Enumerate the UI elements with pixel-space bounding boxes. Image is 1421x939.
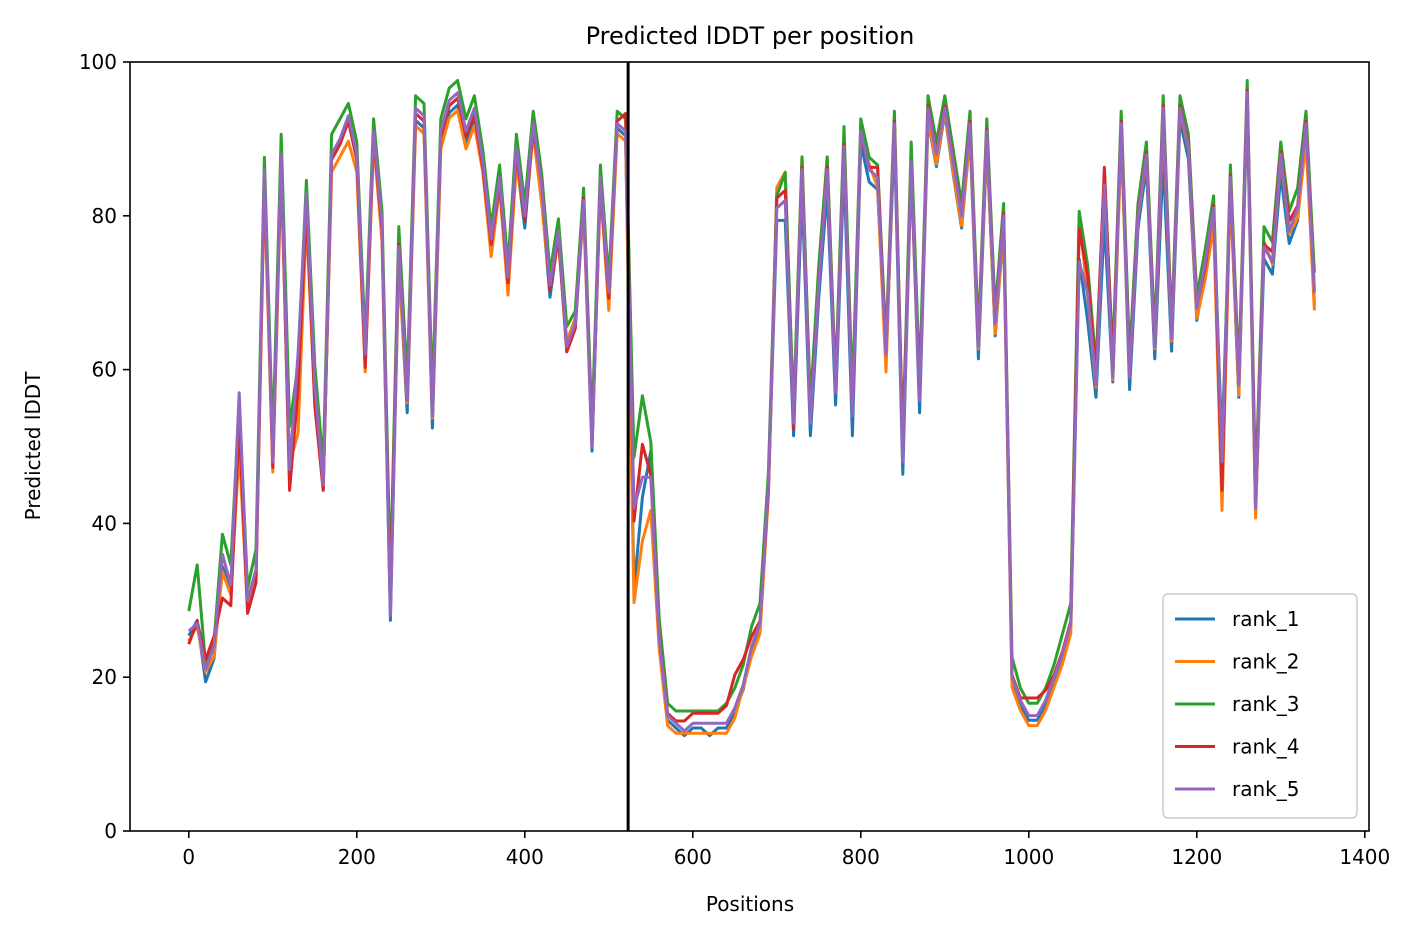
- legend-label-rank-4: rank_4: [1232, 735, 1299, 759]
- y-tick-label: 60: [92, 358, 117, 382]
- legend-box: [1162, 593, 1358, 819]
- y-axis-label: Predicted lDDT: [21, 371, 45, 521]
- x-tick-label: 1000: [1003, 845, 1054, 869]
- x-tick-label: 200: [338, 845, 376, 869]
- legend-label-rank-2: rank_2: [1232, 650, 1299, 674]
- y-tick-label: 0: [104, 819, 117, 843]
- y-tick-label: 80: [92, 204, 117, 228]
- x-tick-label: 400: [506, 845, 544, 869]
- x-tick-label: 0: [182, 845, 195, 869]
- y-tick-label: 20: [92, 665, 117, 689]
- chart-title: Predicted lDDT per position: [586, 22, 915, 50]
- x-tick-label: 1200: [1171, 845, 1222, 869]
- x-tick-label: 800: [842, 845, 880, 869]
- y-tick-label: 100: [79, 50, 117, 74]
- series-line-rank-5: [187, 91, 1316, 733]
- series-layer: [187, 79, 1316, 738]
- x-tick-label: 600: [674, 845, 712, 869]
- y-tick-label: 40: [92, 511, 117, 535]
- x-axis: 0 200 400 600 800 1000 1200 1400: [182, 831, 1390, 869]
- y-axis: 0 20 40 60 80 100: [79, 50, 130, 843]
- plot-frame: [129, 61, 1370, 832]
- legend-label-rank-5: rank_5: [1232, 777, 1299, 801]
- x-axis-label: Positions: [706, 892, 794, 916]
- legend-label-rank-1: rank_1: [1232, 607, 1299, 631]
- x-tick-label: 1400: [1339, 845, 1390, 869]
- legend-label-rank-3: rank_3: [1232, 692, 1299, 716]
- legend: rank_1 rank_2 rank_3 rank_4 rank_5: [1162, 593, 1358, 819]
